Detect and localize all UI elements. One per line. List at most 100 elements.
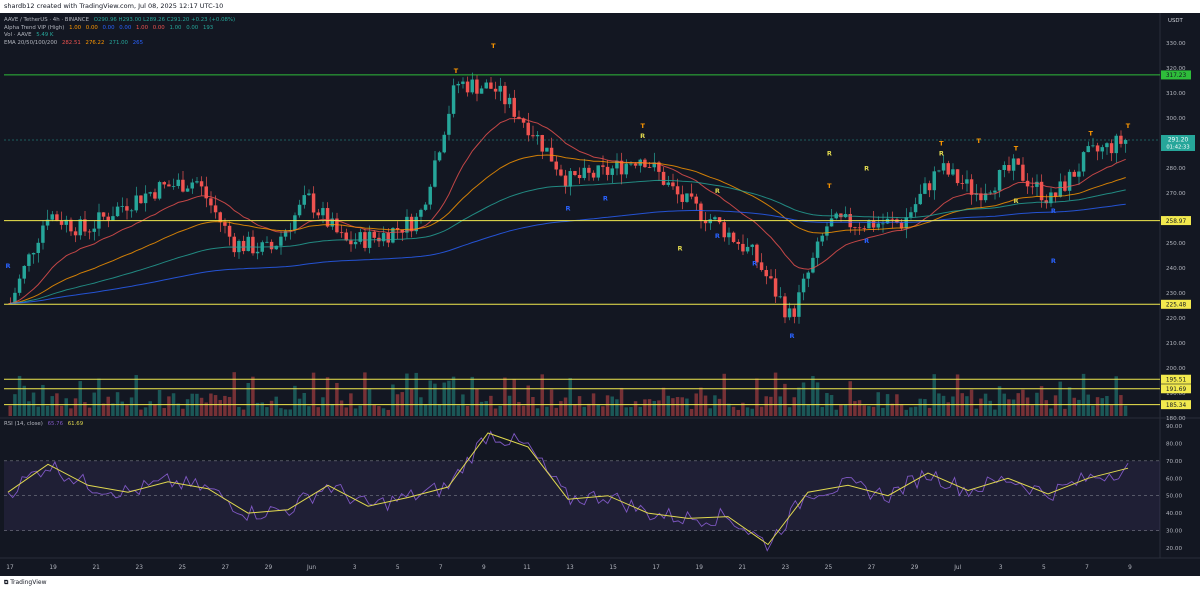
volume-bar-149 xyxy=(703,395,708,416)
candle-body-101 xyxy=(479,88,484,94)
volume-bar-98 xyxy=(465,405,470,416)
volume-bar-219 xyxy=(1030,405,1034,416)
price-tick-13: 200.00 xyxy=(1166,366,1186,372)
time-tick-11: 9 xyxy=(482,565,486,571)
candle-body-80 xyxy=(381,233,386,242)
candle-body-129 xyxy=(610,168,614,175)
time-tick-0: 17 xyxy=(6,565,14,571)
volume-bar-20 xyxy=(101,403,106,416)
candle-body-200 xyxy=(941,163,946,171)
volume-bar-84 xyxy=(400,392,404,416)
candle-body-170 xyxy=(801,278,806,293)
candle-body-100 xyxy=(475,79,479,94)
volume-bar-157 xyxy=(741,402,745,416)
candle-body-222 xyxy=(1044,200,1048,204)
candle-body-109 xyxy=(517,116,521,119)
candle-body-209 xyxy=(983,193,988,201)
candle-body-133 xyxy=(629,163,633,165)
volume-bar-161 xyxy=(759,406,764,416)
volume-bar-212 xyxy=(997,386,1002,416)
volume-bar-77 xyxy=(367,389,372,416)
candle-body-231 xyxy=(1086,146,1090,153)
candle-body-152 xyxy=(717,217,722,223)
volume-bar-194 xyxy=(913,406,918,416)
candle-body-22 xyxy=(111,216,115,221)
volume-bar-85 xyxy=(405,373,409,416)
candle-body-85 xyxy=(405,216,409,233)
volume-bar-114 xyxy=(540,374,544,416)
volume-bar-141 xyxy=(666,395,670,416)
candle-body-106 xyxy=(503,85,507,105)
chart-svg[interactable]: 330.00320.00310.00300.00290.00280.00270.… xyxy=(0,13,1200,576)
time-tick-19: 25 xyxy=(825,565,833,571)
candle-body-142 xyxy=(671,182,675,187)
volume-bar-208 xyxy=(979,398,983,416)
candle-body-31 xyxy=(153,192,157,199)
candle-body-13 xyxy=(69,219,73,232)
candle-body-110 xyxy=(521,118,526,123)
level-label-bg-3 xyxy=(1161,374,1191,384)
candle-body-210 xyxy=(988,192,992,194)
volume-bar-193 xyxy=(909,407,913,416)
candle-body-78 xyxy=(372,231,376,238)
candle-body-211 xyxy=(993,190,997,193)
volume-bar-34 xyxy=(167,396,171,416)
marker-S-4: R xyxy=(603,195,608,203)
volume-bar-70 xyxy=(335,382,339,416)
ema-50-line xyxy=(10,154,1126,304)
candles xyxy=(8,72,1128,324)
volume-bar-148 xyxy=(699,387,703,416)
volume-bar-54 xyxy=(260,402,264,416)
candle-body-153 xyxy=(722,222,726,238)
last-price-label: 291.20 xyxy=(1168,138,1189,144)
candle-body-26 xyxy=(129,210,134,212)
candle-body-74 xyxy=(353,241,358,245)
rsi-label: RSI (14, close) xyxy=(4,421,43,427)
candle-body-65 xyxy=(311,193,316,213)
volume-bar-99 xyxy=(470,376,474,416)
volume-bar-29 xyxy=(143,407,148,416)
candle-body-38 xyxy=(185,188,190,192)
marker-S-6: R xyxy=(789,332,794,340)
volume-bar-42 xyxy=(204,402,208,416)
level-label-2: 225.48 xyxy=(1166,303,1187,309)
candle-body-16 xyxy=(83,219,87,232)
candle-body-206 xyxy=(969,179,974,195)
volume-bar-173 xyxy=(815,382,820,416)
candle-body-44 xyxy=(213,205,218,213)
candle-body-224 xyxy=(1053,192,1058,197)
candle-body-138 xyxy=(652,162,656,168)
candle-body-46 xyxy=(223,222,227,226)
candle-body-99 xyxy=(470,79,474,93)
legend-ema-val-0: 282.51 xyxy=(61,39,81,46)
candle-body-196 xyxy=(923,183,927,194)
candle-body-223 xyxy=(1049,192,1053,204)
candle-body-123 xyxy=(582,167,586,179)
volume-bar-38 xyxy=(185,399,190,416)
volume-bar-89 xyxy=(423,404,428,416)
candle-body-56 xyxy=(269,241,274,250)
candle-body-112 xyxy=(531,135,535,137)
marker-T-3: T xyxy=(827,182,832,190)
candle-body-104 xyxy=(493,88,498,92)
chart-panel[interactable]: 330.00320.00310.00300.00290.00280.00270.… xyxy=(0,13,1200,576)
volume-bar-13 xyxy=(69,408,73,416)
candle-body-72 xyxy=(344,232,348,241)
candle-body-14 xyxy=(73,231,78,236)
candle-body-71 xyxy=(339,232,344,234)
candle-body-205 xyxy=(965,179,969,184)
volume-bar-86 xyxy=(409,388,414,416)
volume-bar-201 xyxy=(946,402,950,416)
volume-bar-197 xyxy=(927,407,932,416)
volume-bar-90 xyxy=(428,380,432,416)
legend-alpha-val-0: 1.00 xyxy=(69,24,82,31)
candle-body-137 xyxy=(647,167,652,168)
marker-R-0: R xyxy=(677,245,682,253)
candle-body-91 xyxy=(433,160,437,187)
candle-body-98 xyxy=(465,81,470,93)
volume-bar-27 xyxy=(134,375,138,416)
volume-bar-109 xyxy=(517,401,521,416)
volume-bar-135 xyxy=(638,406,642,416)
candle-body-24 xyxy=(120,206,124,207)
marker-T-6: T xyxy=(1014,145,1019,153)
